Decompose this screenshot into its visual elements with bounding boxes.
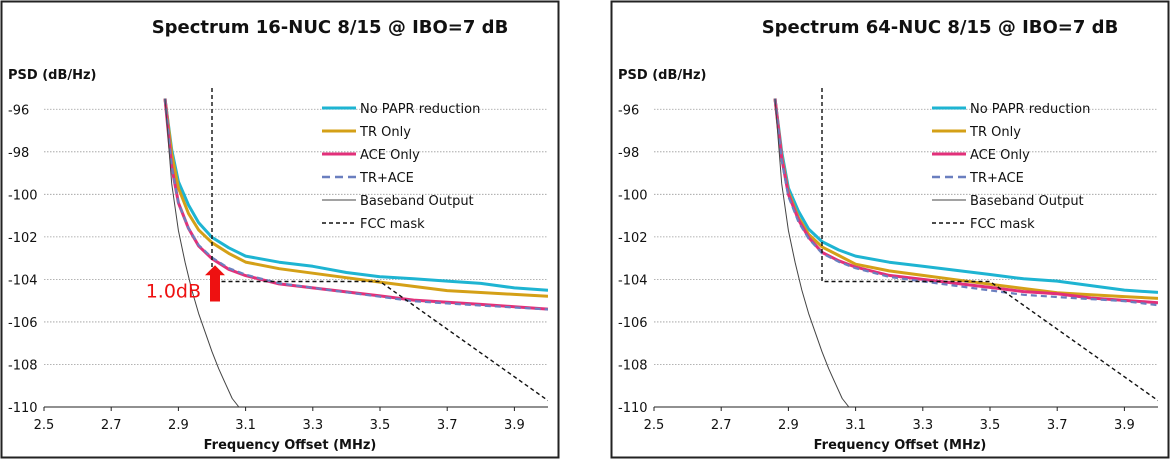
- x-tick-label: 2.9: [778, 418, 799, 433]
- x-tick-label: 3.9: [504, 418, 525, 433]
- series-tr-ace: [163, 98, 548, 311]
- series-no-papr-reduction: [773, 98, 1158, 294]
- legend-label-baseband-output: Baseband Output: [360, 194, 474, 209]
- x-axis-label: Frequency Offset (MHz): [814, 438, 987, 453]
- x-tick-label: 3.5: [370, 418, 391, 433]
- legend-label-tr-ace: TR+ACE: [359, 171, 414, 186]
- series-fcc-mask: [821, 88, 1158, 402]
- y-tick-label: -104: [618, 273, 648, 288]
- y-tick-label: -110: [618, 401, 648, 416]
- legend-label-tr-only: TR Only: [359, 125, 411, 140]
- x-tick-label: 3.5: [980, 418, 1001, 433]
- y-axis-label: PSD (dB/Hz): [8, 68, 97, 83]
- y-tick-label: -110: [8, 401, 38, 416]
- y-tick-label: -100: [8, 188, 38, 203]
- x-axis-label: Frequency Offset (MHz): [204, 438, 377, 453]
- annotation-arrow: [205, 265, 225, 302]
- series-fcc-mask: [211, 88, 548, 402]
- y-tick-label: -96: [618, 103, 639, 118]
- x-tick-label: 3.7: [437, 418, 458, 433]
- legend-label-fcc-mask: FCC mask: [970, 217, 1035, 232]
- x-tick-label: 2.7: [101, 418, 122, 433]
- x-tick-label: 3.3: [302, 418, 323, 433]
- legend-label-fcc-mask: FCC mask: [360, 217, 425, 232]
- x-tick-label: 3.1: [845, 418, 866, 433]
- x-tick-label: 2.7: [711, 418, 732, 433]
- y-tick-label: -102: [618, 231, 648, 246]
- chart-panel-16nuc: Spectrum 16-NUC 8/15 @ IBO=7 dB PSD (dB/…: [0, 0, 560, 459]
- x-tick-label: 3.1: [235, 418, 256, 433]
- x-tick-label: 3.7: [1047, 418, 1068, 433]
- x-tick-label: 3.3: [912, 418, 933, 433]
- chart-panel-64nuc: Spectrum 64-NUC 8/15 @ IBO=7 dB PSD (dB/…: [610, 0, 1170, 459]
- y-tick-label: -108: [618, 358, 648, 373]
- legend-label-ace-only: ACE Only: [360, 148, 420, 163]
- x-tick-label: 2.9: [168, 418, 189, 433]
- series-baseband-output: [164, 98, 240, 407]
- legend-label-ace-only: ACE Only: [970, 148, 1030, 163]
- chart-title: Spectrum 64-NUC 8/15 @ IBO=7 dB: [762, 17, 1119, 38]
- y-tick-label: -106: [8, 316, 38, 331]
- chart-title: Spectrum 16-NUC 8/15 @ IBO=7 dB: [152, 17, 509, 38]
- spectrum-chart-16nuc: Spectrum 16-NUC 8/15 @ IBO=7 dB PSD (dB/…: [0, 0, 560, 459]
- series-no-papr-reduction: [163, 98, 548, 292]
- annotation-label: 1.0dB: [146, 281, 201, 303]
- legend-label-tr-only: TR Only: [969, 125, 1021, 140]
- y-tick-label: -100: [618, 188, 648, 203]
- chart-border: [610, 0, 1170, 459]
- x-tick-label: 2.5: [644, 418, 665, 433]
- y-tick-label: -102: [8, 231, 38, 246]
- legend-label-no-papr-reduction: No PAPR reduction: [360, 102, 480, 117]
- y-axis-label: PSD (dB/Hz): [618, 68, 707, 83]
- legend-label-tr-ace: TR+ACE: [969, 171, 1024, 186]
- x-tick-label: 2.5: [34, 418, 55, 433]
- y-tick-label: -98: [8, 146, 29, 161]
- x-tick-label: 3.9: [1114, 418, 1135, 433]
- y-tick-label: -96: [8, 103, 29, 118]
- series-tr-only: [163, 98, 548, 298]
- y-tick-label: -106: [618, 316, 648, 331]
- spectrum-chart-64nuc: Spectrum 64-NUC 8/15 @ IBO=7 dB PSD (dB/…: [610, 0, 1170, 459]
- legend-label-no-papr-reduction: No PAPR reduction: [970, 102, 1090, 117]
- y-tick-label: -104: [8, 273, 38, 288]
- chart-border: [0, 0, 560, 459]
- y-tick-label: -98: [618, 146, 639, 161]
- legend-label-baseband-output: Baseband Output: [970, 194, 1084, 209]
- series-baseband-output: [774, 98, 850, 407]
- y-tick-label: -108: [8, 358, 38, 373]
